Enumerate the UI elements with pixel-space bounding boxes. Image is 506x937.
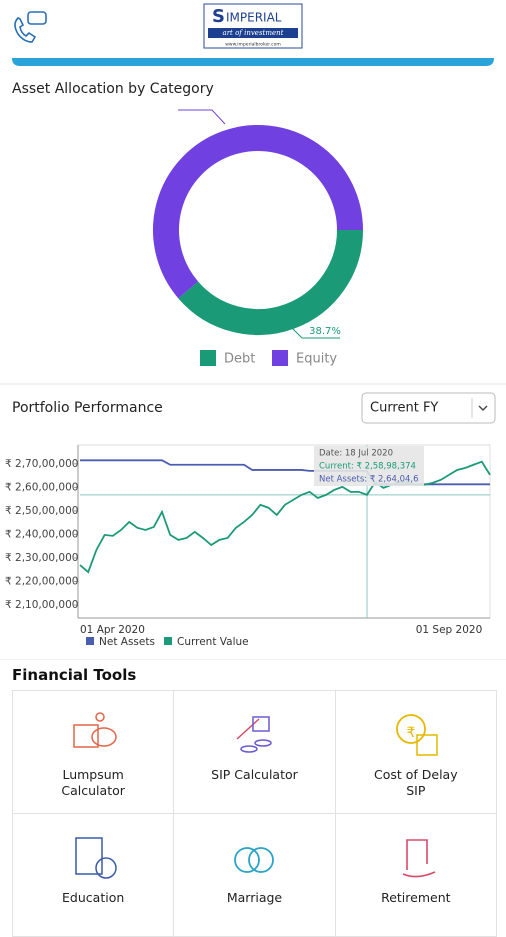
tool-label: Cost of Delay SIP xyxy=(373,767,458,798)
y-tick-label: ₹ 2,50,00,000 xyxy=(5,505,78,517)
x-tick-label: 01 Sep 2020 xyxy=(416,624,483,636)
legend-swatch xyxy=(164,637,172,645)
dropdown-value: Current FY xyxy=(370,401,438,416)
tool-card[interactable]: Retirement xyxy=(335,814,497,937)
y-tick-label: ₹ 2,10,00,000 xyxy=(5,599,78,611)
logo-band xyxy=(208,28,298,38)
y-tick-label: ₹ 2,20,00,000 xyxy=(5,576,78,588)
tool-card[interactable]: Marriage xyxy=(174,814,336,937)
screen: S IMPERIAL art of investment www.imperia… xyxy=(0,3,506,660)
y-tick-label: ₹ 2,40,00,000 xyxy=(5,528,78,540)
chat-icon xyxy=(27,11,47,25)
legend-label: Net Assets xyxy=(99,636,155,648)
donut-title: Asset Allocation by Category xyxy=(12,81,214,97)
y-tick-label: ₹ 2,30,00,000 xyxy=(5,552,78,564)
equity-pointer xyxy=(178,109,226,125)
legend-label: Current Value xyxy=(177,636,249,648)
tool-icon xyxy=(73,712,117,748)
tool-label: Marriage xyxy=(226,890,283,905)
debt-pointer xyxy=(291,327,340,339)
tool-icon xyxy=(75,837,117,879)
phone-icon xyxy=(14,17,37,43)
tool-label: SIP Calculator xyxy=(211,767,298,782)
tool-icon xyxy=(236,716,273,753)
tool-icon xyxy=(402,839,436,878)
tool-label: Retirement xyxy=(381,890,451,905)
period-dropdown[interactable]: Current FY xyxy=(361,392,496,424)
legend-swatch xyxy=(200,350,216,366)
y-tick-label: ₹ 2,60,00,000 xyxy=(5,481,78,493)
tool-card[interactable]: SIP Calculator xyxy=(174,691,336,814)
x-tick-label: 01 Apr 2020 xyxy=(80,624,145,636)
logo-website: www.imperialbroker.com xyxy=(225,42,280,48)
tooltip-line: Date: 18 Jul 2020 xyxy=(319,449,393,459)
donut-slice xyxy=(178,229,363,335)
tooltip-line: Net Assets: ₹ 2,64,04,6 xyxy=(319,475,419,485)
legend-label: Equity xyxy=(296,352,337,367)
logo-tagline: art of investment xyxy=(223,29,284,37)
contact-icon[interactable] xyxy=(14,11,47,43)
dropdown-box xyxy=(361,392,496,424)
tool-card[interactable]: ₹ Cost of Delay SIP xyxy=(335,691,497,814)
legend-swatch xyxy=(86,637,94,645)
line-title: Portfolio Performance xyxy=(12,400,163,416)
page: S IMPERIAL art of investment www.imperia… xyxy=(0,3,506,937)
logo-s: S xyxy=(212,6,225,27)
tooltip-line: Current: ₹ 2,58,98,374 xyxy=(319,462,416,472)
tool-label: Education xyxy=(62,890,125,905)
tool-label: Lumpsum Calculator xyxy=(61,767,125,798)
legend-swatch xyxy=(272,350,288,366)
dropdown-arrow xyxy=(478,405,488,411)
plot-frame xyxy=(77,444,491,619)
y-tick-label: ₹ 2,70,00,000 xyxy=(5,458,78,470)
tool-card[interactable]: Education xyxy=(13,814,175,937)
legend-label: Debt xyxy=(224,352,255,367)
tool-icon xyxy=(234,847,275,873)
tool-icon: ₹ xyxy=(395,714,438,756)
data-label: 38.7% xyxy=(309,326,341,337)
logo-brand: IMPERIAL xyxy=(226,11,282,25)
series-line xyxy=(79,460,491,574)
donut-slice xyxy=(153,125,363,299)
svg-text:₹: ₹ xyxy=(406,725,415,741)
tooltip-box xyxy=(314,446,424,486)
tools-grid: Lumpsum Calculator SIP Calculator ₹ Cost of… xyxy=(12,690,497,937)
series-line xyxy=(80,459,490,486)
tools-title: Financial Tools xyxy=(12,666,137,684)
tool-card[interactable]: Lumpsum Calculator xyxy=(13,691,175,814)
header-bar xyxy=(12,58,494,66)
tools-section: Financial Tools Lumpsum Calculator SIP Ca… xyxy=(0,660,506,937)
logo-box xyxy=(203,3,303,49)
